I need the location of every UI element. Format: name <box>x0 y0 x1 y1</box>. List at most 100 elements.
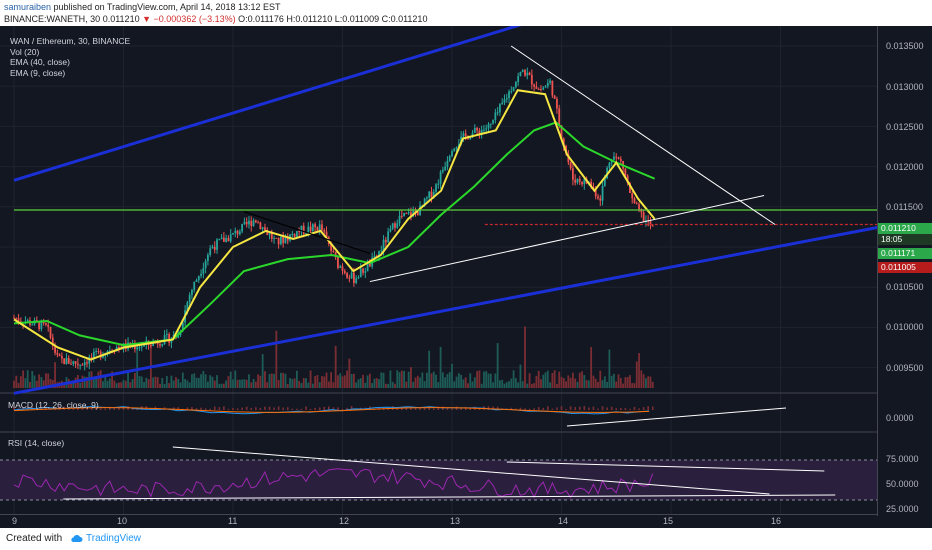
volume-bar <box>599 370 602 388</box>
volume-bar <box>590 347 593 388</box>
volume-bar <box>348 358 351 388</box>
volume-bar <box>357 379 360 388</box>
candle-body <box>396 223 399 228</box>
candle-body <box>257 222 259 224</box>
volume-bar <box>371 383 374 388</box>
candle-body <box>134 345 136 350</box>
macd-histogram-bar <box>104 408 107 410</box>
volume-bar <box>478 370 481 388</box>
volume-bar <box>229 371 232 388</box>
macd-histogram-bar <box>633 406 636 410</box>
macd-histogram-bar <box>86 407 88 410</box>
volume-bar <box>633 383 636 388</box>
volume-bar <box>610 375 613 388</box>
volume-bar <box>441 372 444 388</box>
volume-bar <box>368 373 371 388</box>
volume-bar <box>257 374 259 388</box>
volume-bar <box>289 377 291 388</box>
candle-body <box>309 226 312 231</box>
candle-body <box>99 351 102 358</box>
candle-body <box>13 317 15 319</box>
volume-bar <box>270 373 273 388</box>
candle-body <box>476 127 478 131</box>
volume-bar <box>45 373 47 388</box>
volume-bar <box>405 381 408 388</box>
volume-bar <box>423 381 426 388</box>
candle-body <box>95 350 98 352</box>
volume-bar <box>565 381 567 388</box>
volume-bar <box>467 383 469 388</box>
candle-body <box>560 125 563 139</box>
candle-body <box>220 237 223 240</box>
volume-bar <box>446 374 449 388</box>
volume-bar <box>457 373 460 388</box>
macd-histogram-bar <box>328 406 330 410</box>
candle-body <box>277 237 280 245</box>
volume-bar <box>72 382 75 388</box>
candle-body <box>282 236 285 244</box>
volume-bar <box>373 378 376 388</box>
volume-bar <box>398 372 401 388</box>
legend-vol[interactable]: Vol (20) <box>10 46 40 57</box>
volume-bar <box>560 376 563 388</box>
candle-body <box>45 323 47 325</box>
candle-body <box>469 137 472 139</box>
candle-body <box>188 294 191 303</box>
candle-body <box>307 226 310 233</box>
macd-histogram-bar <box>629 408 631 410</box>
candle-body <box>195 280 198 282</box>
candle-body <box>143 344 145 347</box>
tradingview-brand-link[interactable]: TradingView <box>86 533 142 544</box>
candle-body <box>106 351 109 353</box>
rsi-support-trendline <box>63 494 836 500</box>
candle-body <box>222 237 225 242</box>
candle-body <box>234 230 237 233</box>
candle-body <box>626 175 629 184</box>
macd-histogram-bar <box>186 407 189 410</box>
candle-body <box>270 233 273 239</box>
volume-bar <box>635 361 638 388</box>
candle-body <box>357 277 360 279</box>
legend-ema40[interactable]: EMA (40, close) <box>10 57 70 67</box>
volume-bar <box>448 372 451 388</box>
time-axis[interactable]: 9 10 11 12 13 14 15 16 <box>0 514 877 529</box>
price-axis[interactable]: 0.013500 0.013000 0.012500 0.012000 0.01… <box>877 26 932 516</box>
candle-body <box>508 91 510 99</box>
volume-bar <box>483 371 485 388</box>
time-tick: 9 <box>12 516 18 526</box>
price-chart[interactable] <box>0 26 877 514</box>
candle-body <box>505 98 508 100</box>
volume-bar <box>537 370 540 388</box>
volume-bar <box>350 374 353 388</box>
macd-histogram-bar <box>478 408 481 410</box>
candle-body <box>341 266 344 271</box>
volume-bar <box>113 380 116 388</box>
macd-histogram-bar <box>118 407 120 410</box>
candle-body <box>300 225 303 232</box>
candle-body <box>40 321 43 330</box>
rsi-label[interactable]: RSI (14, close) <box>8 438 65 448</box>
legend-ema9[interactable]: EMA (9, close) <box>10 67 66 78</box>
candle-body <box>533 84 536 87</box>
macd-histogram-bar <box>556 407 558 410</box>
volume-bar <box>111 371 113 388</box>
created-with-text: Created with <box>6 533 63 544</box>
volume-bar <box>464 377 467 388</box>
macd-histogram-bar <box>487 406 490 410</box>
candle-body <box>122 343 125 350</box>
volume-bar <box>298 380 301 388</box>
candlesticks <box>13 67 654 371</box>
candle-body <box>384 239 387 243</box>
volume-bar <box>118 382 120 388</box>
candle-body <box>576 178 579 183</box>
candle-body <box>407 212 410 214</box>
volume-bar <box>375 378 378 388</box>
volume-bar <box>556 383 558 388</box>
macd-label[interactable]: MACD (12, 26, close, 9) <box>8 400 99 410</box>
candle-body <box>387 231 390 243</box>
time-tick: 13 <box>450 516 461 526</box>
volume-bar <box>453 381 456 388</box>
candle-body <box>526 72 529 76</box>
author-link[interactable]: samuraiben <box>4 2 52 12</box>
volume-bar <box>362 374 364 388</box>
